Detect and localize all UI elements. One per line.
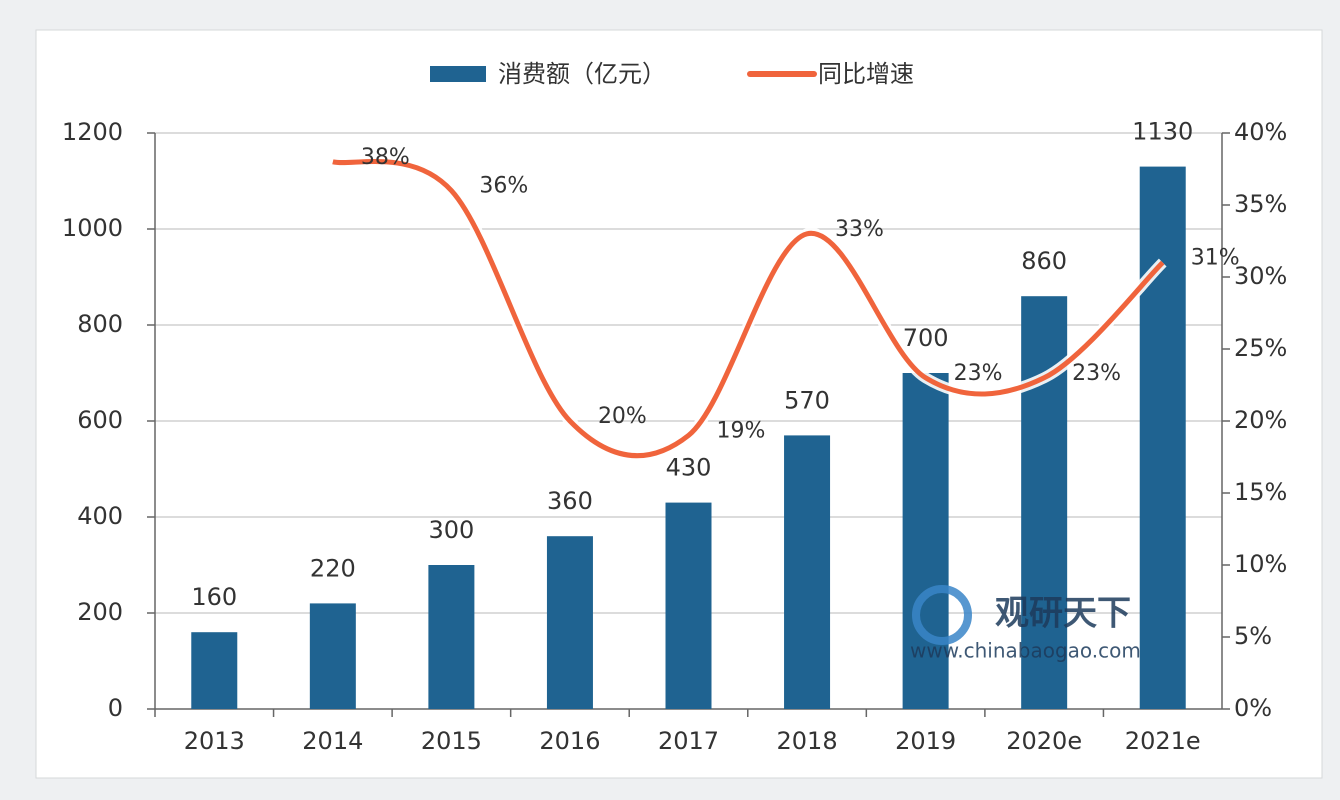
bar-label: 220 [310,554,356,582]
x-tick-label: 2021e [1125,727,1201,755]
bar-label: 360 [547,487,593,515]
watermark-logo [912,585,972,645]
x-tick-label: 2016 [539,727,600,755]
y2-tick-label: 20% [1234,406,1287,434]
legend-swatch [430,66,486,82]
line-label: 33% [835,217,884,242]
y2-tick-label: 0% [1234,694,1272,722]
line-label: 38% [361,145,410,170]
x-tick-label: 2014 [302,727,363,755]
y-tick-label: 0 [108,694,123,722]
line-label: 23% [1072,361,1121,386]
line-label: 19% [717,418,766,443]
x-tick-label: 2017 [658,727,719,755]
y-tick-label: 800 [77,310,123,338]
bar [1139,166,1186,710]
bar-label: 570 [784,386,830,414]
y2-tick-label: 10% [1234,550,1287,578]
bar [191,632,238,709]
y-tick-label: 600 [77,406,123,434]
y-tick-label: 1200 [62,118,123,146]
x-tick-label: 2018 [777,727,838,755]
y-tick-label: 200 [77,598,123,626]
y2-tick-label: 25% [1234,334,1287,362]
y2-tick-label: 40% [1234,118,1287,146]
line-label: 23% [954,361,1003,386]
line-label: 20% [598,404,647,429]
bar-label: 160 [191,583,237,611]
bar [309,603,356,709]
y2-tick-label: 5% [1234,622,1272,650]
bar [902,373,949,709]
watermark-url: www.chinabaogao.com [910,639,1141,663]
watermark-brand: 观研天下 [995,594,1131,634]
x-tick-label: 2019 [895,727,956,755]
bar-label: 430 [666,454,712,482]
y2-tick-label: 15% [1234,478,1287,506]
legend-label: 同比增速 [818,60,914,88]
bar [428,565,475,709]
bar-label: 1130 [1132,118,1193,146]
bar [546,536,593,709]
watermark: 观研天下 www.chinabaogao.com [910,585,1141,663]
y-tick-label: 400 [77,502,123,530]
y2-tick-label: 30% [1234,262,1287,290]
x-tick-label: 2015 [421,727,482,755]
bar-label: 860 [1021,247,1067,275]
x-tick-label: 2013 [184,727,245,755]
x-tick-label: 2020e [1006,727,1082,755]
legend-label: 消费额（亿元） [498,60,666,88]
y-tick-label: 1000 [62,214,123,242]
line [332,159,1165,459]
y2-tick-label: 35% [1234,190,1287,218]
bar [665,502,712,709]
line-label: 36% [479,174,528,199]
bar-label: 700 [903,324,949,352]
bar-label: 300 [428,516,474,544]
line-label: 31% [1191,246,1240,271]
bar [784,435,831,709]
